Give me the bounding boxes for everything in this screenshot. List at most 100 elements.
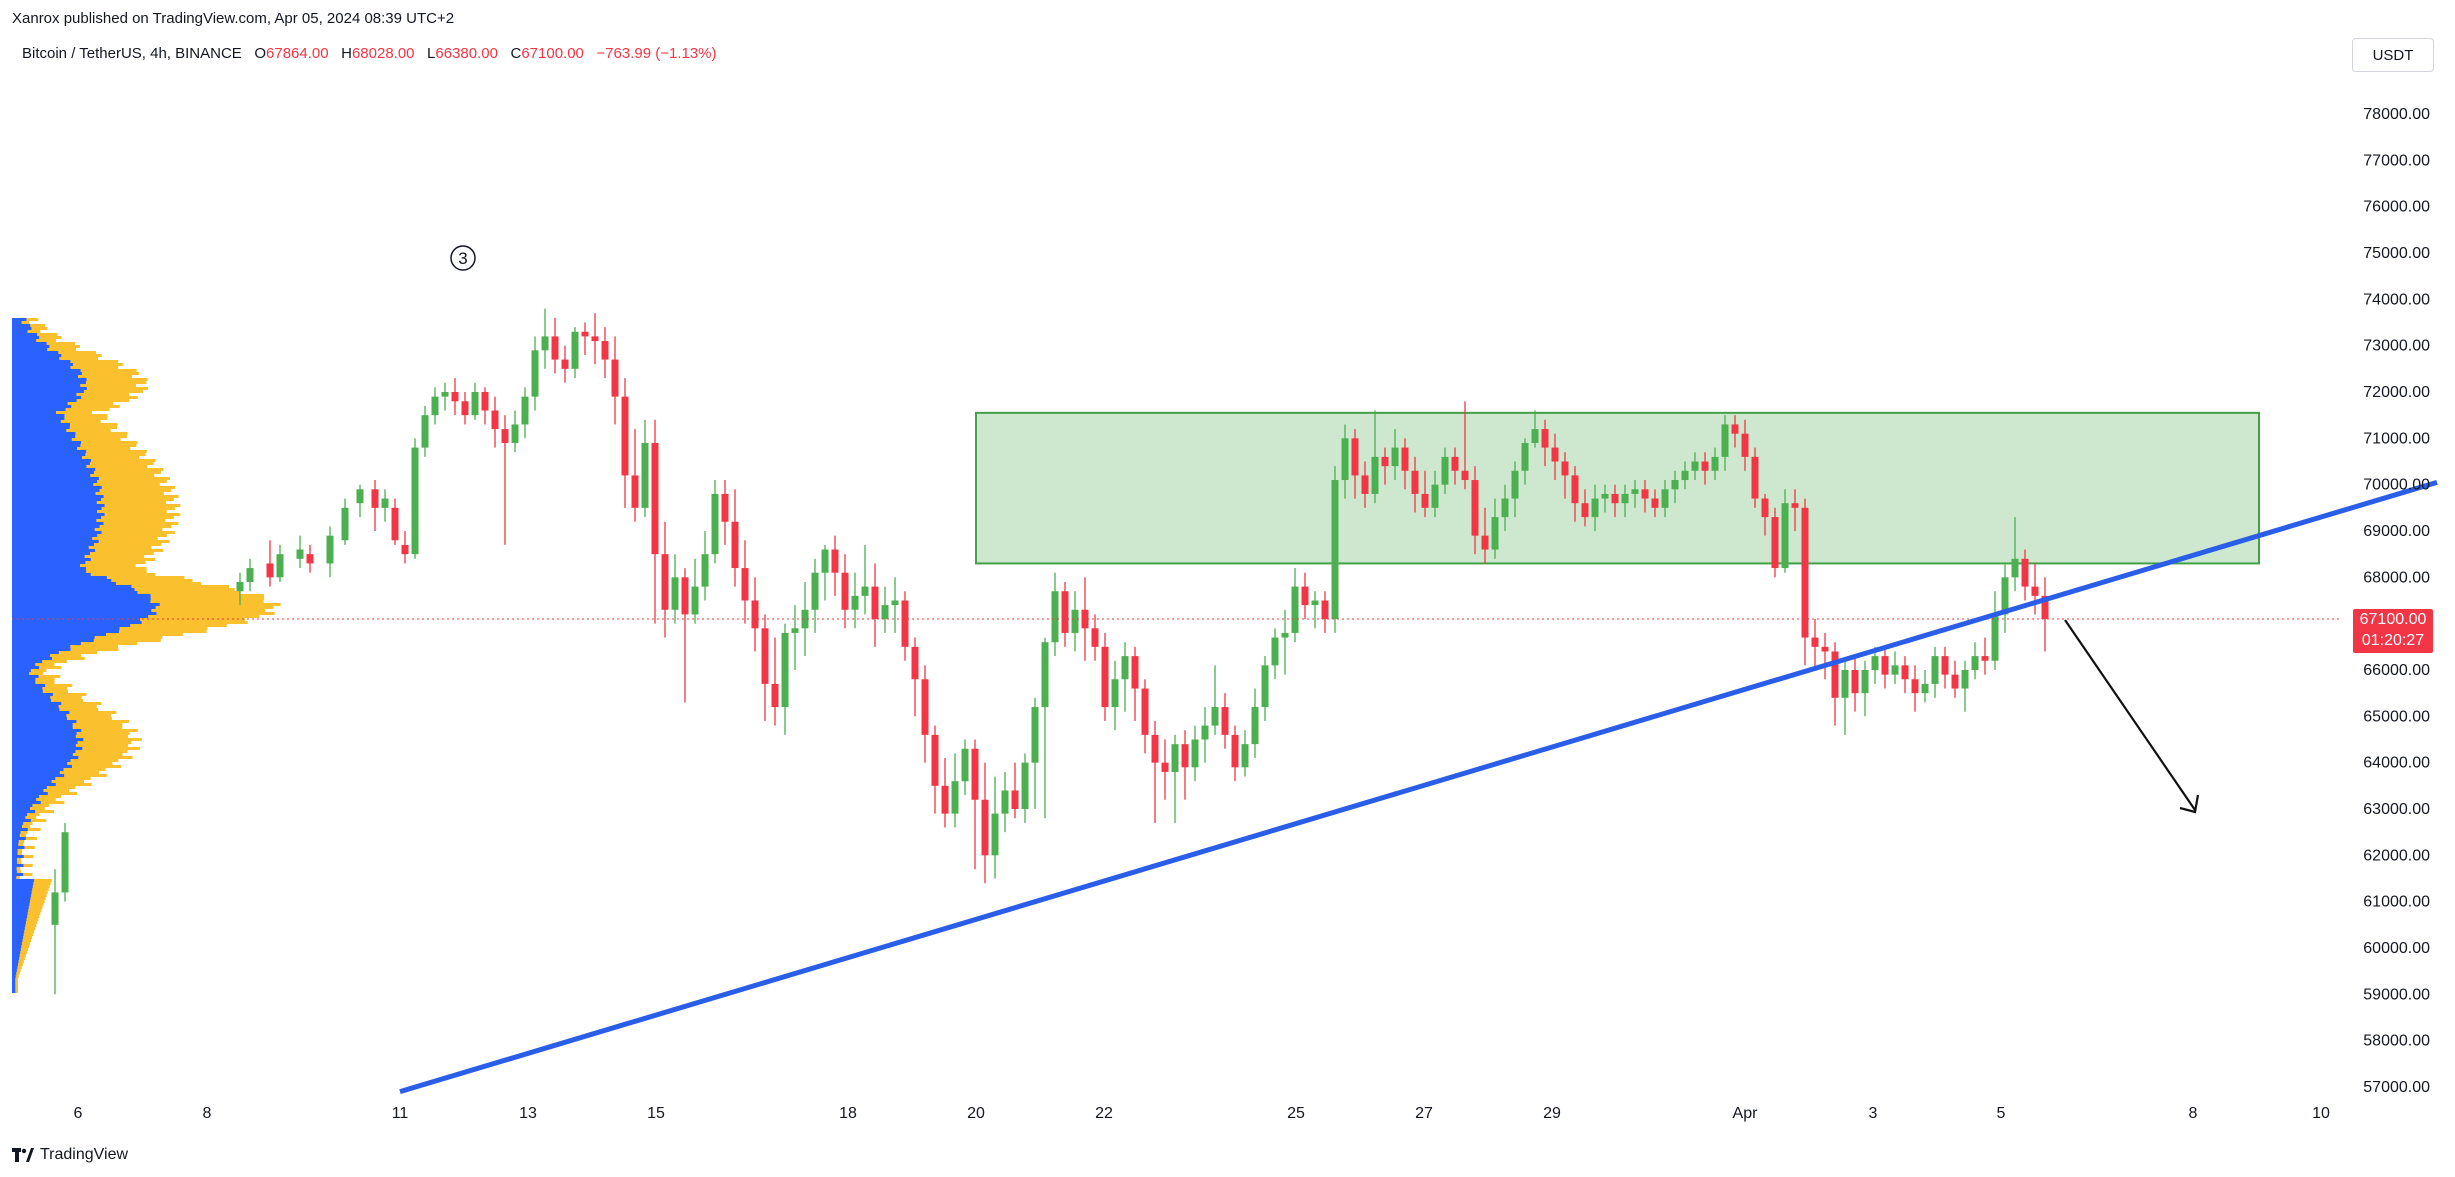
volume-profile-bar <box>12 486 102 489</box>
candle-body <box>2021 558 2029 587</box>
volume-profile-bar <box>12 495 104 498</box>
volume-profile-bar <box>12 819 31 822</box>
volume-profile-bar <box>12 693 53 696</box>
trendline[interactable] <box>399 479 2438 1095</box>
candle-body <box>881 605 889 620</box>
candle-body <box>1271 637 1279 666</box>
volume-profile-bar <box>12 411 57 414</box>
y-tick-label: 70000.00 <box>2363 477 2430 494</box>
volume-profile-bar <box>12 636 95 639</box>
volume-profile-bar <box>12 390 85 393</box>
candle-body <box>1871 656 1879 670</box>
volume-profile-bar <box>12 840 19 843</box>
volume-profile-bar <box>12 375 79 378</box>
candle-body <box>531 350 539 397</box>
candle-body <box>1941 656 1949 675</box>
candle-body <box>891 600 899 606</box>
candle-body <box>511 424 519 443</box>
volume-profile-bar <box>12 831 21 834</box>
candle-body <box>861 586 869 596</box>
y-tick-label: 78000.00 <box>2363 106 2430 123</box>
volume-profile-bar <box>12 378 87 381</box>
volume-profile-bar <box>12 894 32 897</box>
volume-profile-bar <box>12 456 82 459</box>
volume-profile-bar <box>12 648 71 651</box>
candle-body <box>951 781 959 814</box>
volume-profile-bar <box>12 324 31 327</box>
volume-profile-bar <box>12 399 77 402</box>
volume-profile-bar <box>12 762 68 765</box>
volume-profile-bar <box>12 675 39 678</box>
down-arrow[interactable] <box>2064 619 2200 814</box>
candle-body <box>1011 790 1019 809</box>
volume-profile-bar <box>12 786 47 789</box>
candle-body <box>1411 470 1419 494</box>
candle-body <box>1621 493 1629 504</box>
volume-profile-bar <box>12 924 26 927</box>
x-tick-label: 25 <box>1287 1105 1305 1122</box>
candle-body <box>1961 670 1969 689</box>
currency-button[interactable]: USDT <box>2352 38 2434 72</box>
candle-body <box>1891 665 1899 675</box>
volume-profile-bar <box>12 525 100 528</box>
volume-profile-bar <box>12 849 18 852</box>
x-tick-label: 20 <box>967 1105 985 1122</box>
volume-profile-bar <box>12 582 116 585</box>
candle-body <box>1821 646 1829 652</box>
resistance-zone[interactable] <box>975 411 2260 565</box>
candle-body <box>1561 461 1569 476</box>
candle-body <box>1121 656 1129 680</box>
low-value: 66380.00 <box>435 45 498 62</box>
candle-body <box>1251 707 1259 745</box>
volume-profile-bar <box>12 921 26 924</box>
footer-brand[interactable]: TradingView <box>12 1146 128 1164</box>
candle-body <box>1861 670 1869 694</box>
candle-body <box>1801 507 1809 638</box>
candle-body <box>1711 456 1719 471</box>
symbol-name: Bitcoin / TetherUS, 4h, BINANCE <box>22 45 242 62</box>
candle-body <box>1851 670 1859 694</box>
price-axis[interactable]: 78000.00 77000.00 76000.00 75000.00 74000.00… <box>2363 106 2430 1096</box>
candle-body <box>901 600 909 647</box>
volume-profile-bar <box>12 846 25 849</box>
volume-profile-bar <box>12 936 24 939</box>
candle-body <box>1371 456 1379 494</box>
volume-profile-bar <box>12 450 87 453</box>
candle-body <box>1461 470 1469 481</box>
volume-profile-bar <box>12 843 19 846</box>
candle-body <box>1041 642 1049 708</box>
candle-body <box>1401 447 1409 471</box>
y-tick-label: 73000.00 <box>2363 338 2430 355</box>
volume-profile-bar <box>12 498 102 501</box>
candle-body <box>421 415 429 448</box>
volume-profile-bar <box>12 546 89 549</box>
volume-profile-bar <box>12 759 71 762</box>
x-tick-label: 15 <box>647 1105 665 1122</box>
candle-body <box>1081 609 1089 629</box>
candle-body <box>1551 447 1559 462</box>
volume-profile-bar <box>12 963 18 966</box>
volume-profile-bar <box>12 975 16 978</box>
volume-profile-bar <box>12 882 34 885</box>
volume-profile-bar <box>12 420 61 423</box>
volume-profile-bar <box>12 531 102 534</box>
candle-body <box>971 748 979 800</box>
volume-profile-bar <box>12 852 18 855</box>
volume-profile-bar <box>12 669 31 672</box>
candle-body <box>1261 665 1269 708</box>
candle-body <box>1771 517 1779 569</box>
volume-profile-bar <box>12 588 135 591</box>
volume-profile-bar <box>12 678 36 681</box>
candle-body <box>831 549 839 573</box>
volume-profile-bar <box>12 873 24 876</box>
candle-body <box>236 581 244 592</box>
volume-profile-bar <box>12 735 76 738</box>
x-tick-label: 10 <box>2312 1105 2330 1122</box>
candle-body <box>851 595 859 610</box>
symbol-legend: Bitcoin / TetherUS, 4h, BINANCE O67864.0… <box>22 45 717 62</box>
time-axis[interactable]: 6 8 11 13 15 18 20 22 25 27 29 Apr 3 5 8 10 <box>74 1105 2330 1122</box>
volume-profile-bar <box>12 738 84 741</box>
volume-profile-bar <box>12 480 98 483</box>
volume-profile-bar <box>12 426 70 429</box>
